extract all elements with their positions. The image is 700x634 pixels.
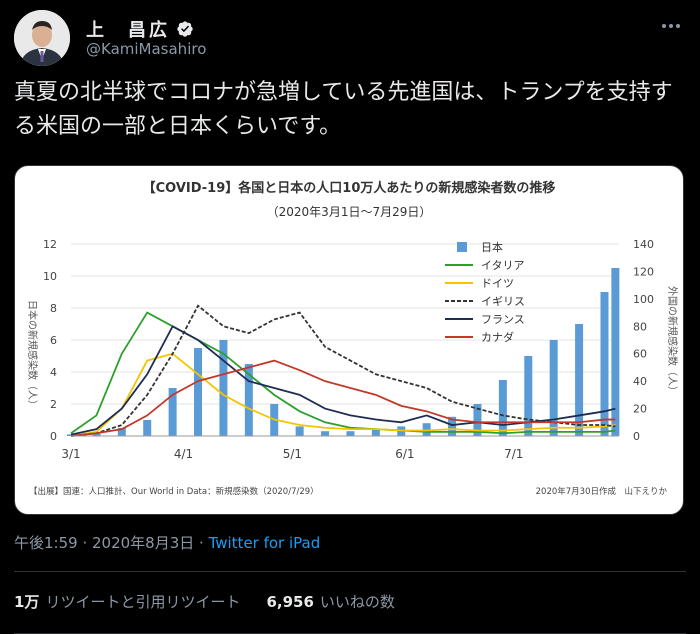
bar-日本 [371,429,380,436]
bar-日本 [321,431,330,436]
legend-label: イギリス [481,295,525,308]
bar-日本 [422,423,431,436]
series-line-イタリア [70,311,616,435]
x-tick-label: 7/1 [504,447,523,461]
y-left-tick-label: 10 [43,270,57,283]
y-left-tick-label: 4 [50,366,57,379]
more-options-icon[interactable] [656,16,686,36]
bar-日本 [600,292,609,436]
bar-日本 [575,324,584,436]
retweets-label: リツイートと引用リツイート [45,593,241,611]
y-left-tick-label: 2 [50,398,57,411]
chart-source-note: 【出展】国連：人口推計、Our World in Data：新規感染数（2020… [29,486,319,497]
timestamp[interactable]: 午後1:59 · 2020年8月3日 · [14,534,209,552]
legend-label: 日本 [481,240,503,254]
likes-stat[interactable]: 6,956 いいねの数 [266,591,394,612]
y-right-tick-label: 100 [633,293,654,306]
x-tick-label: 6/1 [395,447,414,461]
divider [14,571,686,572]
legend-label: イタリア [481,259,525,272]
series-line-イギリス [70,304,616,437]
y-axis-right-label: 外国の新規感染数（人） [666,286,679,396]
verified-badge-icon [177,21,193,37]
bar-日本 [92,432,101,436]
avatar-image [14,10,70,66]
bar-日本 [168,388,177,436]
bar-日本 [611,268,620,436]
y-right-tick-label: 20 [633,403,647,416]
retweets-stat[interactable]: 1万 リツイートと引用リツイート [14,591,240,612]
chart-credit-note: 2020年7月30日作成 山下えりか [536,486,668,497]
tweet-text: 真夏の北半球でコロナが急増している先進国は、トランプを支持する米国の一部と日本く… [14,80,673,139]
retweets-count: 1万 [14,593,40,611]
y-axis-left-label: 日本の新規感染数（人） [26,300,39,410]
series-line-ドイツ [70,352,616,437]
y-right-tick-label: 40 [633,375,647,388]
y-left-tick-label: 6 [50,334,57,347]
likes-label: いいねの数 [319,593,395,611]
x-tick-label: 3/1 [61,447,80,461]
legend-swatch [457,242,467,252]
chart-subtitle: （2020年3月1日〜7月29日） [267,205,432,219]
bar-日本 [194,348,203,436]
y-right-tick-label: 140 [633,238,654,251]
bar-日本 [498,380,507,436]
bar-日本 [549,340,558,436]
avatar[interactable] [14,10,70,66]
series-line-カナダ [70,359,616,437]
tweet-media-chart[interactable]: 【COVID-19】各国と日本の人口10万人あたりの新規感染者数の推移 （202… [14,165,684,515]
bar-日本 [473,404,482,436]
x-tick-label: 4/1 [174,447,193,461]
bar-日本 [346,431,355,436]
bar-日本 [448,416,457,436]
bar-日本 [524,356,533,436]
y-right-tick-label: 0 [633,430,640,443]
y-left-tick-label: 0 [50,430,57,443]
chart-title: 【COVID-19】各国と日本の人口10万人あたりの新規感染者数の推移 [143,180,556,196]
tweet-header: 上 昌広 @KamiMasahiro [14,6,686,66]
bar-日本 [244,364,253,436]
bar-日本 [143,420,152,436]
legend-label: フランス [481,313,525,326]
y-right-tick-label: 120 [633,265,654,278]
tweet-meta: 午後1:59 · 2020年8月3日 · Twitter for iPad [14,532,320,553]
display-name[interactable]: 上 昌広 [86,20,170,41]
user-handle[interactable]: @KamiMasahiro [86,40,207,58]
y-left-tick-label: 12 [43,238,57,251]
source-link[interactable]: Twitter for iPad [208,534,321,552]
legend-label: ドイツ [481,277,514,290]
bar-日本 [295,426,304,436]
bar-日本 [219,340,228,436]
y-right-tick-label: 60 [633,348,647,361]
bar-日本 [117,428,126,436]
y-right-tick-label: 80 [633,320,647,333]
tweet-stats: 1万 リツイートと引用リツイート 6,956 いいねの数 [14,591,395,612]
x-tick-label: 5/1 [283,447,302,461]
likes-count: 6,956 [266,593,314,611]
y-left-tick-label: 8 [50,302,57,315]
legend-label: カナダ [481,330,514,344]
chart-svg: 【COVID-19】各国と日本の人口10万人あたりの新規感染者数の推移 （202… [26,180,679,497]
series-line-フランス [70,325,616,436]
